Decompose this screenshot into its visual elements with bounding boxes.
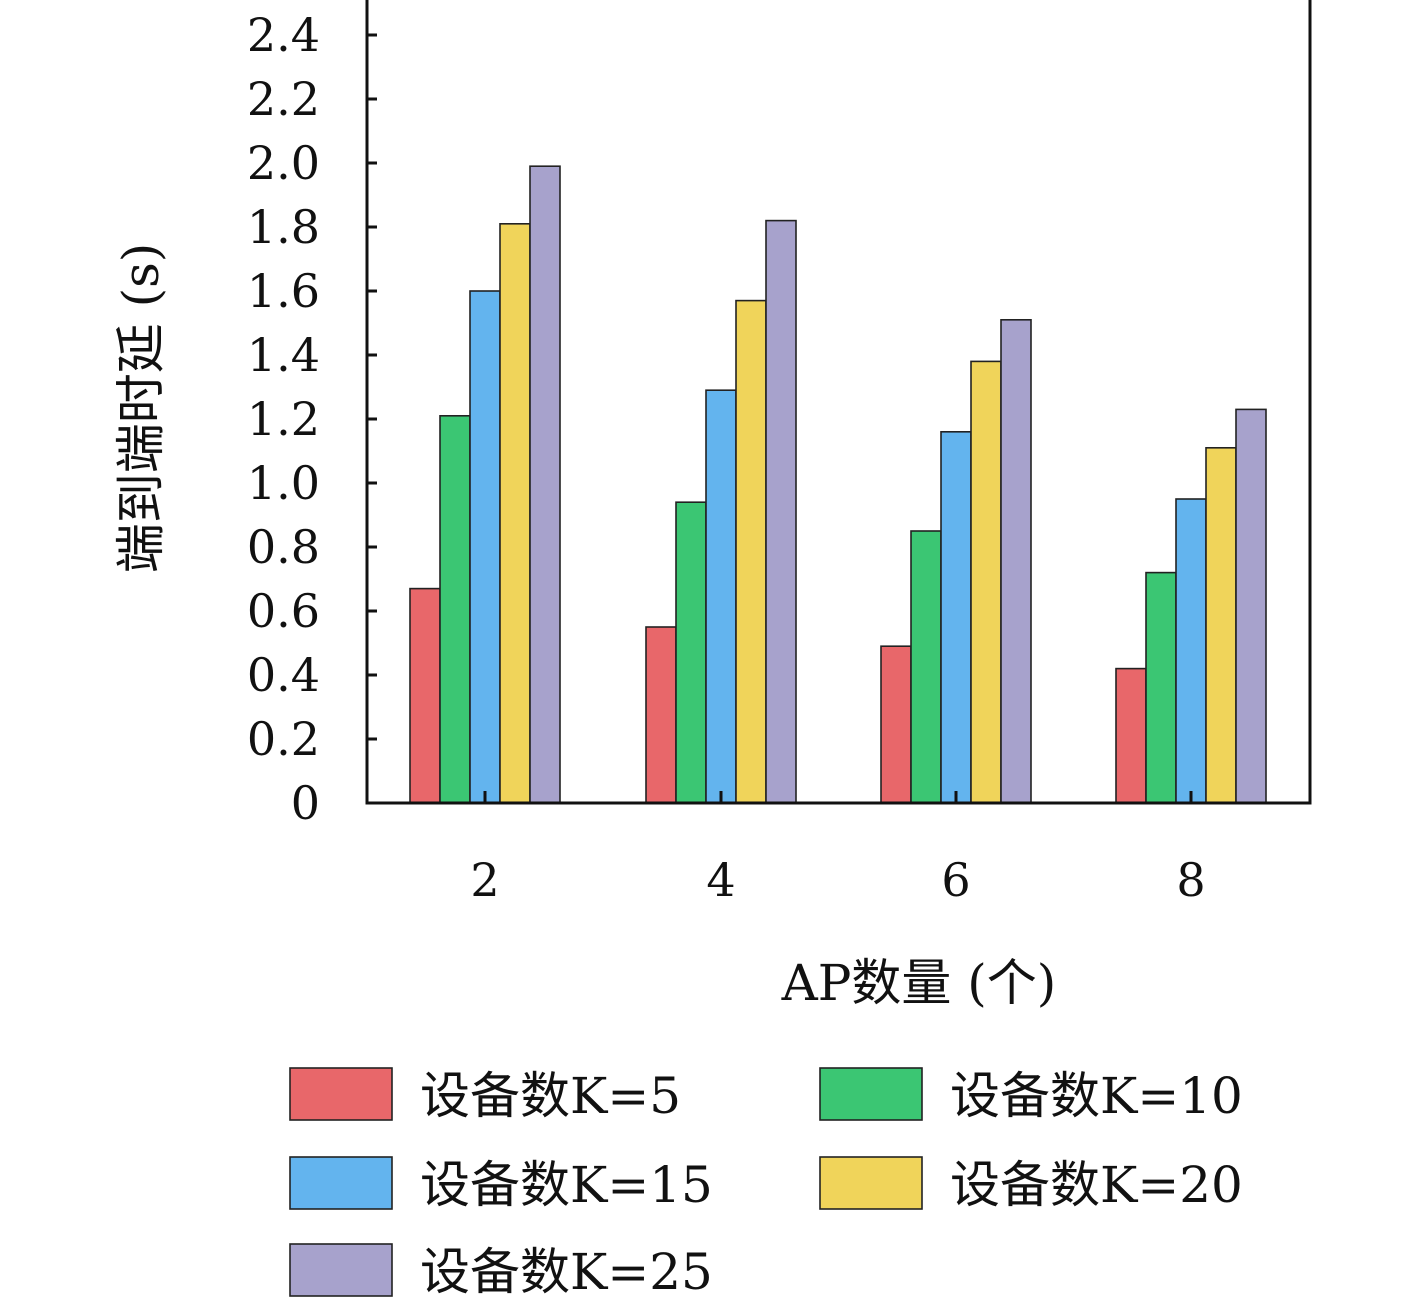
legend-label: 设备数K=5 bbox=[420, 1067, 681, 1125]
bar-k5-ap6 bbox=[880, 645, 912, 804]
y-tick-label: 1.4 bbox=[247, 328, 320, 382]
legend-swatch bbox=[819, 1067, 923, 1121]
bar-k15-ap8 bbox=[1175, 498, 1207, 804]
plot-frame bbox=[365, 0, 1312, 805]
x-tick-label: 8 bbox=[1176, 853, 1205, 907]
bar-k20-ap6 bbox=[970, 360, 1002, 804]
bar-k20-ap4 bbox=[735, 299, 767, 804]
legend-swatch bbox=[289, 1243, 393, 1297]
legend-swatch bbox=[819, 1156, 923, 1210]
y-tick-label: 1.0 bbox=[247, 456, 320, 510]
x-axis-title: AP数量 (个) bbox=[781, 954, 1057, 1012]
bar-k15-ap4 bbox=[705, 389, 737, 804]
bar-k15-ap6 bbox=[940, 430, 972, 804]
bar-k5-ap8 bbox=[1115, 667, 1147, 804]
y-tick-label: 1.6 bbox=[247, 264, 320, 318]
y-tick-label: 0.4 bbox=[247, 648, 320, 702]
y-tick-label: 0.2 bbox=[247, 712, 320, 766]
legend-item: 设备数K=5 bbox=[289, 1067, 681, 1125]
legend-item: 设备数K=20 bbox=[819, 1156, 1243, 1214]
legend-item: 设备数K=25 bbox=[289, 1243, 713, 1301]
bar-k20-ap2 bbox=[499, 223, 531, 804]
legend-label: 设备数K=10 bbox=[950, 1067, 1243, 1125]
y-tick-label: 1.8 bbox=[247, 200, 320, 254]
bar-k10-ap2 bbox=[439, 414, 471, 804]
bar-k5-ap2 bbox=[409, 587, 441, 804]
bar-k25-ap4 bbox=[765, 219, 797, 804]
bar-k20-ap8 bbox=[1205, 446, 1237, 804]
bar-k15-ap2 bbox=[469, 290, 501, 804]
bar-k5-ap4 bbox=[645, 626, 677, 804]
y-tick-label: 0.6 bbox=[247, 584, 320, 638]
bar-k10-ap8 bbox=[1145, 571, 1177, 804]
bar-k25-ap8 bbox=[1235, 408, 1267, 804]
legend: 设备数K=5 设备数K=10 设备数K=15 设备数K=20 设备数K=25 bbox=[289, 1067, 1243, 1301]
y-axis-title: 端到端时延 (s) bbox=[112, 243, 170, 574]
bar-k25-ap6 bbox=[1000, 318, 1032, 804]
legend-swatch bbox=[289, 1156, 393, 1210]
legend-swatch bbox=[289, 1067, 393, 1121]
y-tick-label: 0.8 bbox=[247, 520, 320, 574]
legend-item: 设备数K=10 bbox=[819, 1067, 1243, 1125]
y-tick-label: 1.2 bbox=[247, 392, 320, 446]
y-tick-label: 2.0 bbox=[247, 136, 320, 190]
y-axis-ticks: 0 0.2 0.4 0.6 0.8 1.0 1.2 1.4 1.6 1.8 2.0 2.2 2.4 bbox=[247, 8, 377, 830]
x-tick-label: 4 bbox=[706, 853, 735, 907]
legend-item: 设备数K=15 bbox=[289, 1156, 713, 1214]
y-tick-label: 0 bbox=[291, 776, 320, 830]
x-axis-ticks: 2 4 6 8 bbox=[470, 791, 1206, 907]
bar-k10-ap4 bbox=[675, 501, 707, 804]
legend-label: 设备数K=15 bbox=[420, 1156, 713, 1214]
bar-k25-ap2 bbox=[529, 165, 561, 804]
x-tick-label: 2 bbox=[470, 853, 499, 907]
bar-k10-ap6 bbox=[910, 530, 942, 804]
y-tick-label: 2.2 bbox=[247, 72, 320, 126]
x-tick-label: 6 bbox=[941, 853, 970, 907]
legend-label: 设备数K=25 bbox=[420, 1243, 713, 1301]
bars-layer bbox=[409, 165, 1267, 804]
y-tick-label: 2.4 bbox=[247, 8, 320, 62]
legend-label: 设备数K=20 bbox=[950, 1156, 1243, 1214]
